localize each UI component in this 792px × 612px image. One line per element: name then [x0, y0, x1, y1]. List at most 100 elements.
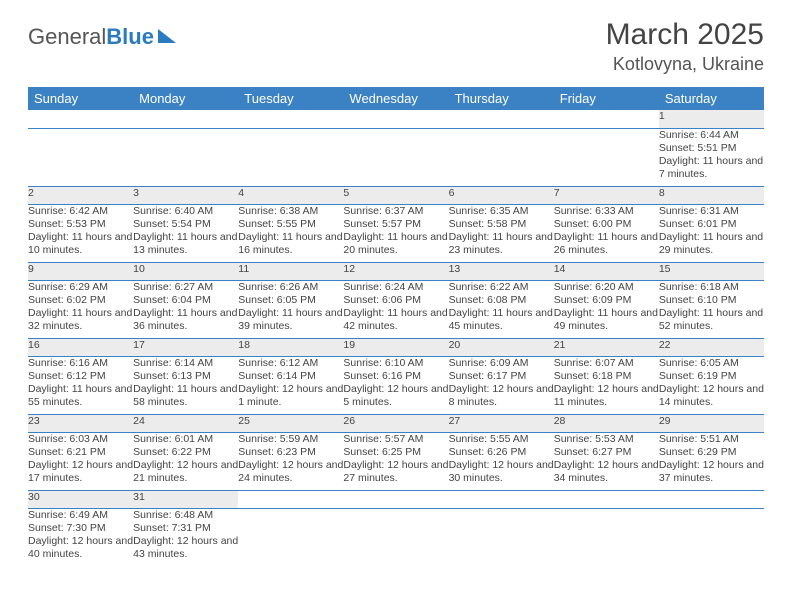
- day-number-cell: [238, 490, 343, 508]
- day-number-cell: [238, 110, 343, 128]
- day-detail-cell: Sunrise: 6:48 AMSunset: 7:31 PMDaylight:…: [133, 508, 238, 566]
- day-number-cell: 24: [133, 414, 238, 432]
- day-detail-cell: Sunrise: 5:59 AMSunset: 6:23 PMDaylight:…: [238, 432, 343, 490]
- day-number-cell: 6: [449, 186, 554, 204]
- day-number-cell: 1: [659, 110, 764, 128]
- day-detail-cell: Sunrise: 6:14 AMSunset: 6:13 PMDaylight:…: [133, 356, 238, 414]
- day-number-cell: 19: [343, 338, 448, 356]
- day-number-cell: 11: [238, 262, 343, 280]
- weekday-header-row: Sunday Monday Tuesday Wednesday Thursday…: [28, 87, 764, 110]
- sunrise-line: Sunrise: 6:31 AM: [659, 205, 764, 218]
- day-detail-cell: Sunrise: 6:07 AMSunset: 6:18 PMDaylight:…: [554, 356, 659, 414]
- sunrise-line: Sunrise: 6:18 AM: [659, 281, 764, 294]
- detail-row: Sunrise: 6:16 AMSunset: 6:12 PMDaylight:…: [28, 356, 764, 414]
- sunrise-line: Sunrise: 6:22 AM: [449, 281, 554, 294]
- daynum-row: 2345678: [28, 186, 764, 204]
- sunrise-line: Sunrise: 6:38 AM: [238, 205, 343, 218]
- day-number-cell: 25: [238, 414, 343, 432]
- daylight-line: Daylight: 12 hours and 5 minutes.: [343, 383, 448, 409]
- sunrise-line: Sunrise: 6:20 AM: [554, 281, 659, 294]
- daylight-line: Daylight: 12 hours and 21 minutes.: [133, 459, 238, 485]
- daylight-line: Daylight: 12 hours and 14 minutes.: [659, 383, 764, 409]
- sunset-line: Sunset: 7:31 PM: [133, 522, 238, 535]
- day-number-cell: 2: [28, 186, 133, 204]
- sunset-line: Sunset: 6:14 PM: [238, 370, 343, 383]
- sunset-line: Sunset: 6:17 PM: [449, 370, 554, 383]
- day-number-cell: 18: [238, 338, 343, 356]
- sunset-line: Sunset: 6:19 PM: [659, 370, 764, 383]
- calendar-table: Sunday Monday Tuesday Wednesday Thursday…: [28, 87, 764, 566]
- sunset-line: Sunset: 6:29 PM: [659, 446, 764, 459]
- sunset-line: Sunset: 6:00 PM: [554, 218, 659, 231]
- day-number-cell: 27: [449, 414, 554, 432]
- day-detail-cell: Sunrise: 5:53 AMSunset: 6:27 PMDaylight:…: [554, 432, 659, 490]
- sunrise-line: Sunrise: 6:07 AM: [554, 357, 659, 370]
- daynum-row: 1: [28, 110, 764, 128]
- sunset-line: Sunset: 5:53 PM: [28, 218, 133, 231]
- day-number-cell: 9: [28, 262, 133, 280]
- day-detail-cell: Sunrise: 6:12 AMSunset: 6:14 PMDaylight:…: [238, 356, 343, 414]
- weekday-header: Wednesday: [343, 87, 448, 110]
- daylight-line: Daylight: 11 hours and 49 minutes.: [554, 307, 659, 333]
- sunset-line: Sunset: 6:16 PM: [343, 370, 448, 383]
- daylight-line: Daylight: 12 hours and 34 minutes.: [554, 459, 659, 485]
- logo-word-2: Blue: [106, 24, 154, 49]
- day-number-cell: 29: [659, 414, 764, 432]
- sunrise-line: Sunrise: 5:57 AM: [343, 433, 448, 446]
- sunset-line: Sunset: 6:23 PM: [238, 446, 343, 459]
- day-detail-cell: Sunrise: 6:27 AMSunset: 6:04 PMDaylight:…: [133, 280, 238, 338]
- daylight-line: Daylight: 12 hours and 24 minutes.: [238, 459, 343, 485]
- day-detail-cell: Sunrise: 6:20 AMSunset: 6:09 PMDaylight:…: [554, 280, 659, 338]
- day-detail-cell: Sunrise: 6:29 AMSunset: 6:02 PMDaylight:…: [28, 280, 133, 338]
- sunrise-line: Sunrise: 6:24 AM: [343, 281, 448, 294]
- weekday-header: Friday: [554, 87, 659, 110]
- logo-text: GeneralBlue: [28, 24, 154, 50]
- daylight-line: Daylight: 11 hours and 20 minutes.: [343, 231, 448, 257]
- day-number-cell: 20: [449, 338, 554, 356]
- daylight-line: Daylight: 12 hours and 30 minutes.: [449, 459, 554, 485]
- sunset-line: Sunset: 6:22 PM: [133, 446, 238, 459]
- daynum-row: 16171819202122: [28, 338, 764, 356]
- daylight-line: Daylight: 11 hours and 16 minutes.: [238, 231, 343, 257]
- daylight-line: Daylight: 11 hours and 7 minutes.: [659, 155, 764, 181]
- day-number-cell: [449, 110, 554, 128]
- daylight-line: Daylight: 11 hours and 55 minutes.: [28, 383, 133, 409]
- sunset-line: Sunset: 5:58 PM: [449, 218, 554, 231]
- sunset-line: Sunset: 6:10 PM: [659, 294, 764, 307]
- day-number-cell: 26: [343, 414, 448, 432]
- sunset-line: Sunset: 6:26 PM: [449, 446, 554, 459]
- day-detail-cell: [449, 128, 554, 186]
- day-detail-cell: Sunrise: 6:49 AMSunset: 7:30 PMDaylight:…: [28, 508, 133, 566]
- sunrise-line: Sunrise: 5:53 AM: [554, 433, 659, 446]
- day-number-cell: [554, 110, 659, 128]
- day-number-cell: 17: [133, 338, 238, 356]
- day-detail-cell: Sunrise: 6:24 AMSunset: 6:06 PMDaylight:…: [343, 280, 448, 338]
- day-number-cell: 23: [28, 414, 133, 432]
- daylight-line: Daylight: 11 hours and 52 minutes.: [659, 307, 764, 333]
- sunrise-line: Sunrise: 6:09 AM: [449, 357, 554, 370]
- sunset-line: Sunset: 6:02 PM: [28, 294, 133, 307]
- daylight-line: Daylight: 12 hours and 43 minutes.: [133, 535, 238, 561]
- sunset-line: Sunset: 6:08 PM: [449, 294, 554, 307]
- sunrise-line: Sunrise: 6:29 AM: [28, 281, 133, 294]
- day-detail-cell: Sunrise: 5:55 AMSunset: 6:26 PMDaylight:…: [449, 432, 554, 490]
- sunrise-line: Sunrise: 6:01 AM: [133, 433, 238, 446]
- day-detail-cell: Sunrise: 6:01 AMSunset: 6:22 PMDaylight:…: [133, 432, 238, 490]
- daylight-line: Daylight: 11 hours and 45 minutes.: [449, 307, 554, 333]
- sunrise-line: Sunrise: 6:05 AM: [659, 357, 764, 370]
- weekday-header: Sunday: [28, 87, 133, 110]
- day-number-cell: 4: [238, 186, 343, 204]
- day-detail-cell: Sunrise: 6:09 AMSunset: 6:17 PMDaylight:…: [449, 356, 554, 414]
- day-number-cell: [659, 490, 764, 508]
- day-detail-cell: [554, 128, 659, 186]
- day-detail-cell: [238, 128, 343, 186]
- day-number-cell: [449, 490, 554, 508]
- sunset-line: Sunset: 6:18 PM: [554, 370, 659, 383]
- weekday-header: Thursday: [449, 87, 554, 110]
- sunset-line: Sunset: 6:12 PM: [28, 370, 133, 383]
- daylight-line: Daylight: 12 hours and 27 minutes.: [343, 459, 448, 485]
- sunset-line: Sunset: 6:21 PM: [28, 446, 133, 459]
- day-number-cell: [28, 110, 133, 128]
- day-detail-cell: Sunrise: 6:31 AMSunset: 6:01 PMDaylight:…: [659, 204, 764, 262]
- day-detail-cell: Sunrise: 5:57 AMSunset: 6:25 PMDaylight:…: [343, 432, 448, 490]
